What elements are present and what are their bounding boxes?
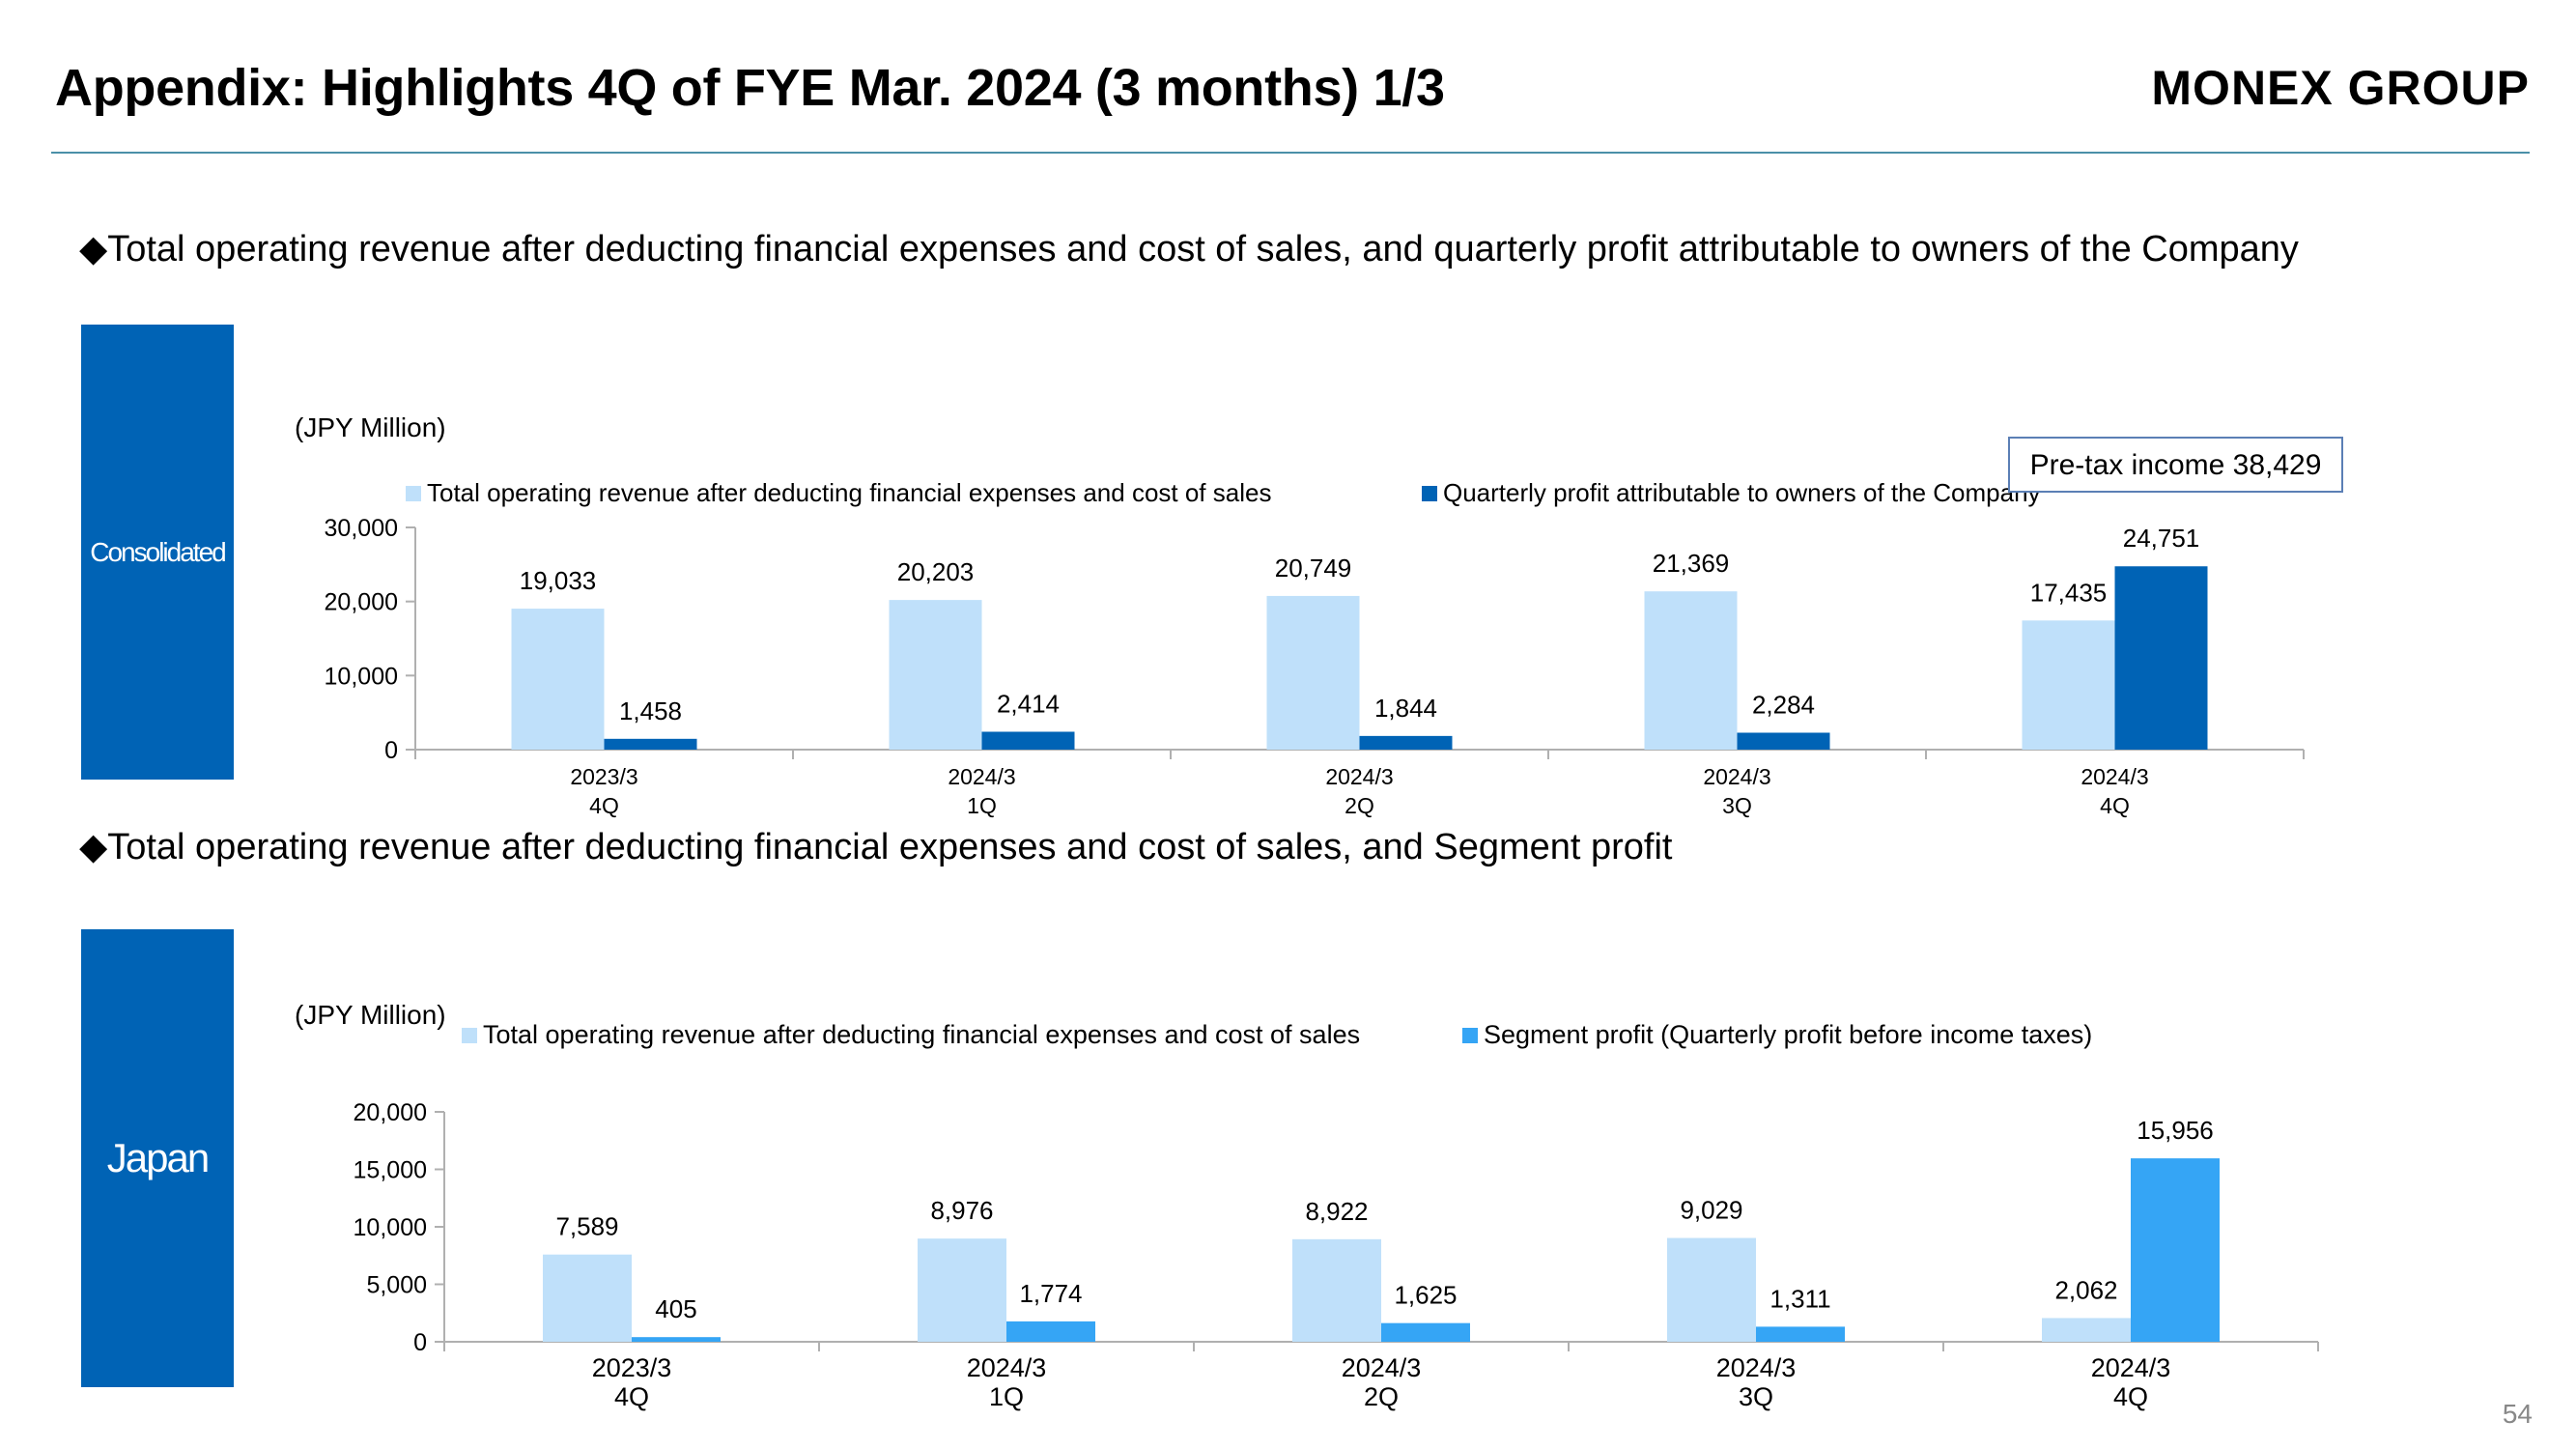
bar	[632, 1337, 721, 1342]
y-tick-label: 15,000	[354, 1157, 427, 1184]
data-label: 2,062	[2054, 1275, 2117, 1304]
x-tick-label: 2024/3	[2091, 1353, 2171, 1382]
title-divider	[51, 152, 2530, 154]
data-label: 2,414	[997, 689, 1060, 718]
data-label: 1,311	[1769, 1284, 1830, 1313]
bar	[511, 609, 605, 750]
data-label: 7,589	[555, 1212, 618, 1241]
x-tick-label: 2024/3	[1325, 764, 1393, 789]
data-label: 2,284	[1752, 690, 1815, 719]
legend-label: Total operating revenue after deducting …	[427, 478, 1271, 507]
legend-label: Total operating revenue after deducting …	[483, 1020, 1360, 1049]
bar	[2131, 1158, 2220, 1342]
section-heading-segment: ◆Total operating revenue after deducting…	[79, 827, 1673, 867]
bar	[1266, 595, 1360, 750]
y-tick-label: 5,000	[366, 1272, 427, 1299]
data-label: 20,203	[897, 557, 975, 586]
consolidated-bar-chart: (JPY Million) 0 10,000 20,000 30,000 Total op…	[295, 412, 2343, 818]
legend-label: Quarterly profit attributable to owners …	[1443, 478, 2041, 507]
y-tick-label: 10,000	[354, 1214, 427, 1241]
y-tick-label: 10,000	[325, 663, 398, 690]
bar	[1737, 732, 1830, 750]
y-tick-label: 0	[384, 737, 398, 764]
legend-swatch	[406, 486, 421, 501]
bar	[918, 1238, 1006, 1342]
x-tick-label: 2024/3	[1703, 764, 1770, 789]
x-tick-label: 4Q	[614, 1382, 649, 1411]
bar	[1359, 735, 1453, 750]
data-label: 24,751	[2123, 524, 2200, 553]
x-tick-label: 2023/3	[592, 1353, 672, 1382]
bar	[2022, 620, 2115, 750]
bar	[543, 1254, 632, 1342]
bar	[1756, 1326, 1845, 1342]
x-tick-label: 4Q	[2113, 1382, 2148, 1411]
x-tick-label: 2Q	[1364, 1382, 1399, 1411]
unit-label: (JPY Million)	[295, 1000, 446, 1030]
brand-logo: MONEX GROUP	[2151, 61, 2530, 115]
bar	[1667, 1237, 1756, 1342]
x-tick-label: 2024/3	[2081, 764, 2148, 789]
bar	[604, 738, 697, 750]
y-tick-label: 20,000	[325, 589, 398, 616]
data-label: 9,029	[1680, 1196, 1742, 1225]
data-label: 1,458	[619, 696, 682, 725]
y-tick-label: 20,000	[354, 1099, 427, 1126]
data-label: 8,976	[930, 1196, 993, 1225]
data-label: 405	[655, 1294, 696, 1323]
bar	[1644, 591, 1738, 750]
data-label: 15,956	[2137, 1116, 2214, 1145]
x-tick-label: 2024/3	[967, 1353, 1047, 1382]
bar	[1006, 1321, 1095, 1342]
pretax-income-label: Pre-tax income 38,429	[2030, 449, 2322, 481]
bar	[2042, 1318, 2131, 1342]
x-tick-label: 2024/3	[1342, 1353, 1422, 1382]
x-tick-label: 2024/3	[1716, 1353, 1797, 1382]
data-label: 8,922	[1305, 1197, 1368, 1226]
legend-swatch	[1462, 1028, 1478, 1043]
x-tick-label: 4Q	[2100, 793, 2130, 818]
data-label: 1,625	[1394, 1281, 1457, 1310]
side-tab-japan: Japan	[81, 929, 234, 1387]
page-title: Appendix: Highlights 4Q of FYE Mar. 2024…	[55, 59, 1445, 117]
data-label: 21,369	[1653, 549, 1730, 578]
data-label: 17,435	[2030, 578, 2108, 607]
bar	[981, 731, 1075, 750]
y-tick-label: 0	[413, 1329, 427, 1356]
x-tick-label: 2Q	[1345, 793, 1374, 818]
side-tab-consolidated: Consolidated	[81, 325, 234, 780]
y-tick-label: 30,000	[325, 515, 398, 542]
x-tick-label: 2024/3	[948, 764, 1015, 789]
legend-swatch	[462, 1028, 477, 1043]
data-label: 1,844	[1374, 694, 1437, 723]
legend-swatch	[1422, 486, 1437, 501]
x-tick-label: 2023/3	[570, 764, 637, 789]
pretax-income-callout	[2008, 437, 2343, 493]
page-number: 54	[2502, 1399, 2533, 1429]
x-tick-label: 1Q	[967, 793, 997, 818]
section-heading-consolidated: ◆Total operating revenue after deducting…	[79, 229, 2299, 270]
bar	[1292, 1238, 1381, 1342]
x-tick-label: 1Q	[989, 1382, 1024, 1411]
data-label: 19,033	[520, 566, 597, 595]
x-tick-label: 3Q	[1739, 1382, 1773, 1411]
unit-label: (JPY Million)	[295, 412, 446, 442]
bar	[2114, 566, 2208, 750]
data-label: 20,749	[1275, 554, 1352, 582]
bar	[1381, 1322, 1470, 1342]
x-tick-label: 4Q	[589, 793, 619, 818]
legend-label: Segment profit (Quarterly profit before …	[1484, 1020, 2092, 1049]
data-label: 1,774	[1019, 1279, 1082, 1308]
x-tick-label: 3Q	[1722, 793, 1752, 818]
bar	[889, 600, 982, 750]
